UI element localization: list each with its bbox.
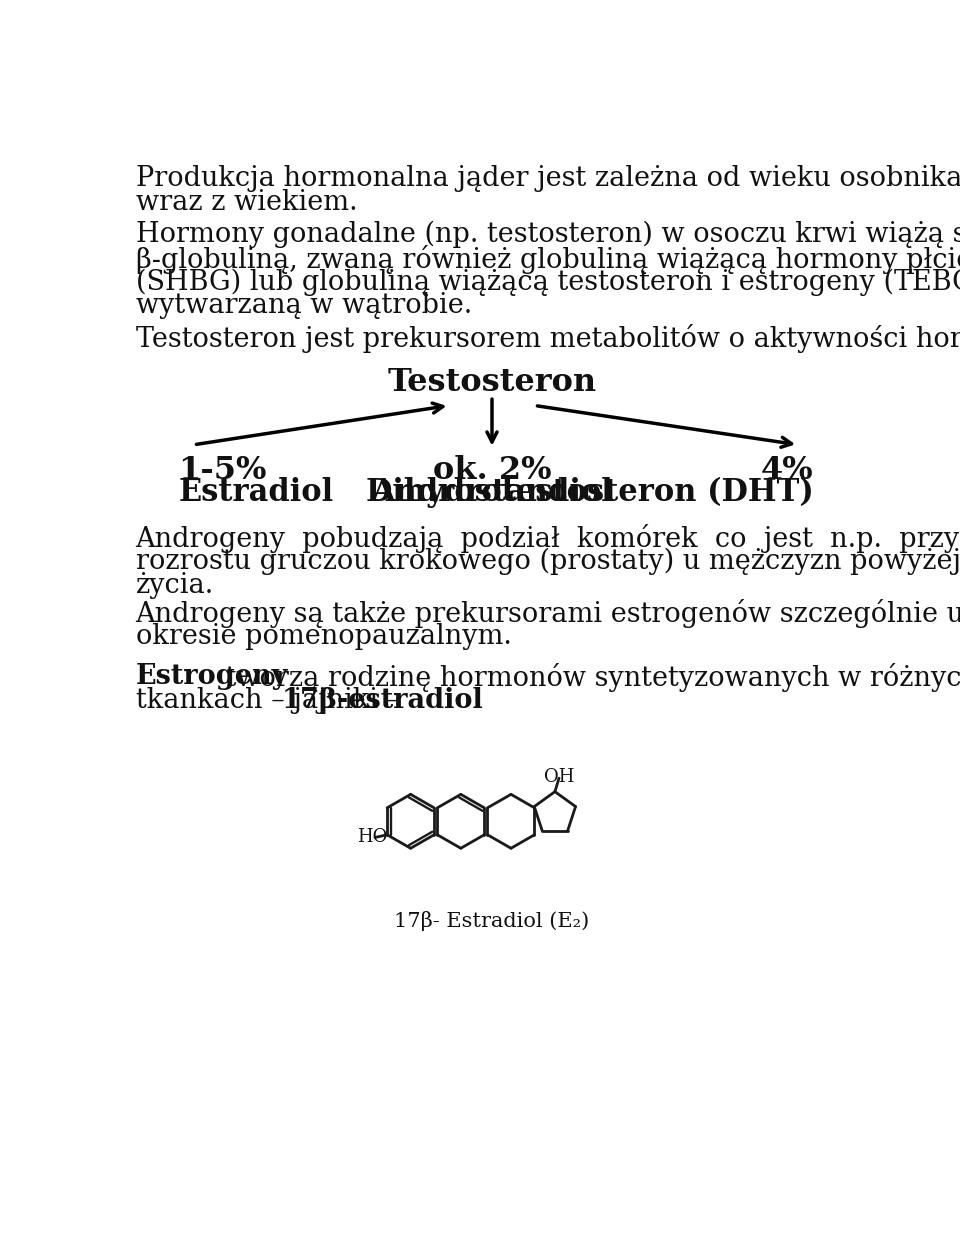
Text: Androstandiol: Androstandiol — [372, 477, 612, 508]
Text: Estradiol: Estradiol — [179, 477, 333, 508]
Text: rozrostu gruczou krokowego (prostaty) u mężczyzn powyżej 60 roku: rozrostu gruczou krokowego (prostaty) u … — [135, 548, 960, 575]
Text: ok. 2%: ok. 2% — [433, 455, 551, 486]
Text: 4%: 4% — [761, 455, 814, 486]
Text: wraz z wiekiem.: wraz z wiekiem. — [135, 189, 357, 216]
Text: życia.: życia. — [135, 572, 214, 598]
Text: 17β- Estradiol (E₂): 17β- Estradiol (E₂) — [395, 911, 589, 932]
Text: Androgeny  pobudzają  podział  komórek  co  jest  n.p.  przyczyną: Androgeny pobudzają podział komórek co j… — [135, 524, 960, 552]
Text: Hormony gonadalne (np. testosteron) w osoczu krwi wiążą się z: Hormony gonadalne (np. testosteron) w os… — [135, 221, 960, 248]
Text: Testosteron jest prekursorem metabolitów o aktywności hormonalnej: Testosteron jest prekursorem metabolitów… — [135, 324, 960, 353]
Text: wytwarzaną w wątrobie.: wytwarzaną w wątrobie. — [135, 292, 471, 319]
Text: Testosteron: Testosteron — [388, 367, 596, 398]
Text: (SHBG) lub globuliną wiążącą testosteron i estrogeny (TEBG): (SHBG) lub globuliną wiążącą testosteron… — [135, 268, 960, 295]
Text: 17β-estradiol: 17β-estradiol — [281, 687, 483, 714]
Text: 1-5%: 1-5% — [179, 455, 267, 486]
Text: tworzą rodzinę hormonów syntetyzowanych w różnych: tworzą rodzinę hormonów syntetyzowanych … — [217, 664, 960, 692]
Text: okresie pomenopauzalnym.: okresie pomenopauzalnym. — [135, 623, 512, 650]
Text: β-globuliną, zwaną również globuliną wiążącą hormony płciowe: β-globuliną, zwaną również globuliną wią… — [135, 245, 960, 273]
Text: Estrogeny: Estrogeny — [135, 664, 288, 691]
Text: Produkcja hormonalna jąder jest zależna od wieku osobnika; maleje: Produkcja hormonalna jąder jest zależna … — [135, 166, 960, 193]
Text: Dihydrotestosteron (DHT): Dihydrotestosteron (DHT) — [366, 477, 814, 508]
Text: tkankach – jajniki –: tkankach – jajniki – — [135, 687, 409, 714]
Text: Androgeny są także prekursorami estrogenów szczególnie u kobiet w: Androgeny są także prekursorami estrogen… — [135, 598, 960, 628]
Text: OH: OH — [543, 768, 574, 786]
Text: HO: HO — [357, 828, 388, 847]
